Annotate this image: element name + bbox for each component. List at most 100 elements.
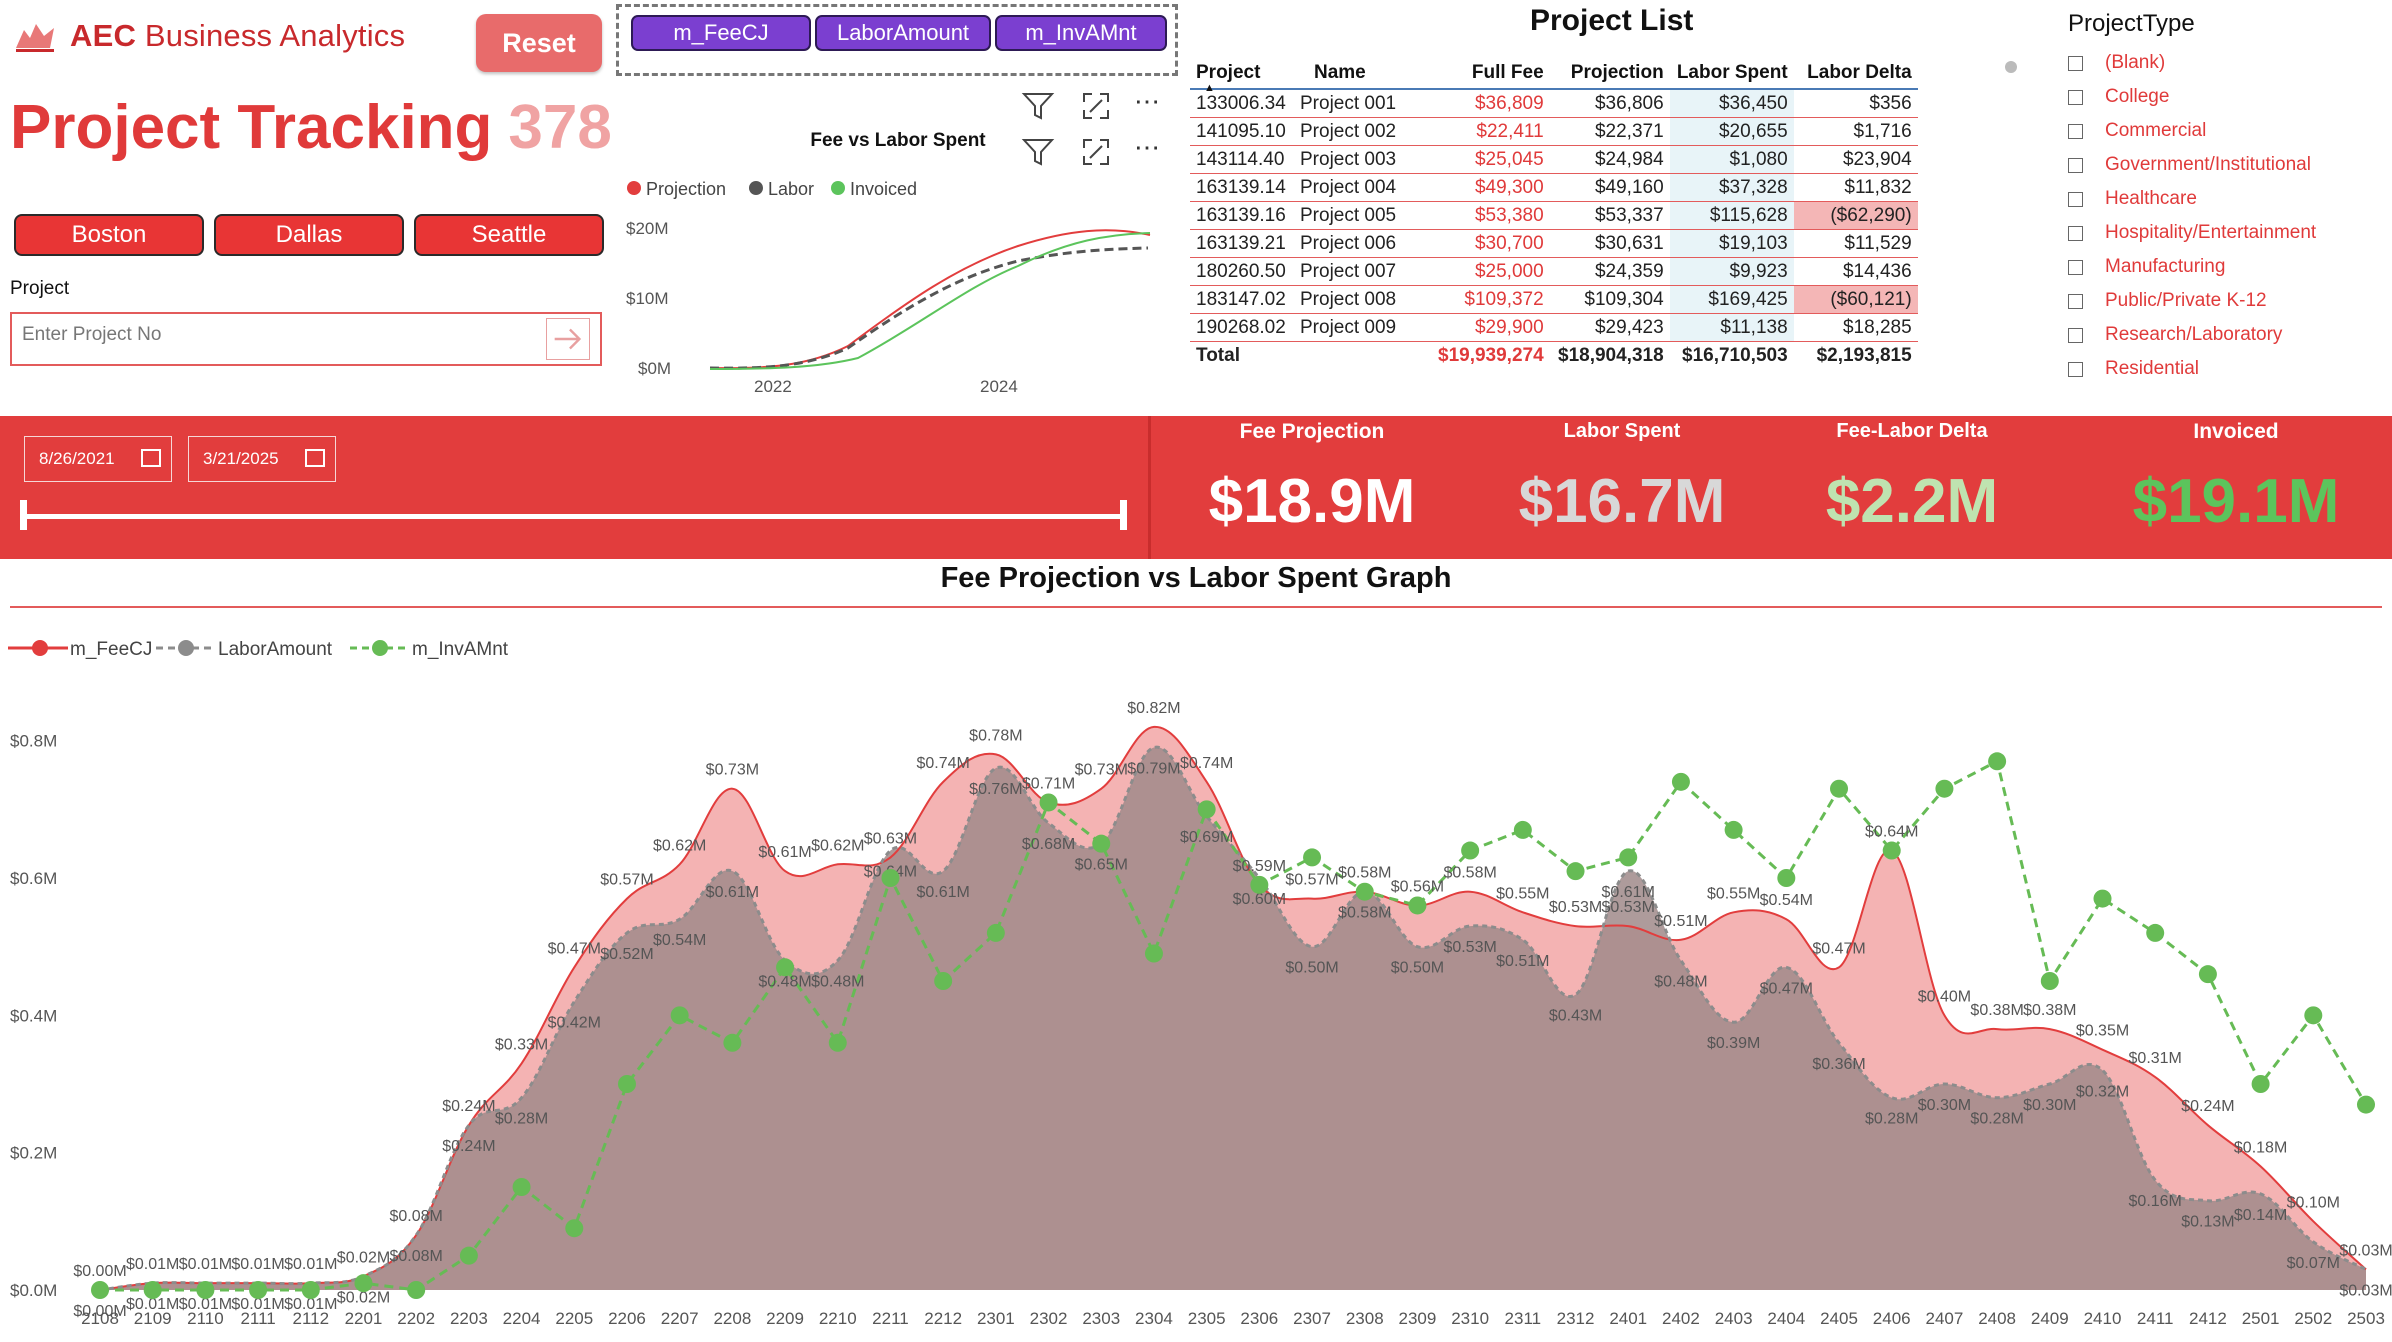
- project-type-label: (Blank): [2105, 52, 2166, 73]
- fee-data-label: $0.63M: [864, 830, 917, 847]
- project-type-option[interactable]: Healthcare: [2068, 188, 2197, 210]
- fee-data-label: $0.24M: [2181, 1098, 2234, 1115]
- column-header-projection[interactable]: Projection: [1570, 62, 1664, 83]
- checkbox-icon[interactable]: [2068, 157, 2083, 173]
- project-type-label: Residential: [2105, 358, 2199, 379]
- project-search-input[interactable]: Enter Project No: [10, 312, 602, 366]
- checkbox-icon[interactable]: [2068, 55, 2083, 71]
- page-title: Project Tracking 378: [10, 93, 612, 162]
- cell-projection: $24,359: [1549, 257, 1670, 286]
- mini-projection-line: [709, 229, 1151, 370]
- project-type-option[interactable]: Residential: [2068, 358, 2199, 380]
- cell-full-fee: $49,300: [1432, 173, 1550, 202]
- invoiced-point: [512, 1178, 531, 1196]
- arrow-right-icon[interactable]: [546, 318, 590, 360]
- filter-icon[interactable]: [1020, 136, 1056, 168]
- fee-data-label: $0.24M: [442, 1098, 495, 1115]
- column-header-name[interactable]: Name: [1314, 62, 1366, 83]
- calendar-icon[interactable]: [141, 449, 161, 467]
- x-tick-label: 2412: [2189, 1309, 2227, 1328]
- project-type-option[interactable]: Commercial: [2068, 120, 2206, 142]
- fee-data-label: $0.73M: [1075, 762, 1128, 779]
- table-row[interactable]: 163139.14 Project 004 $49,300 $49,160 $37,32…: [1190, 173, 1918, 202]
- fee-data-label: $0.38M: [1970, 1002, 2023, 1019]
- measure-button-invamnt[interactable]: m_InvAMnt: [995, 15, 1167, 51]
- cell-project: 163139.21: [1190, 229, 1294, 258]
- checkbox-icon[interactable]: [2068, 293, 2083, 309]
- cell-name: Project 003: [1294, 145, 1432, 174]
- checkbox-icon[interactable]: [2068, 123, 2083, 139]
- labor-data-label: $0.13M: [2181, 1214, 2234, 1231]
- x-tick-label: 2306: [1240, 1309, 1278, 1328]
- end-date-input[interactable]: 3/21/2025: [188, 436, 336, 482]
- legend-labor-label: Labor: [768, 179, 814, 199]
- x-tick-label: 2502: [2294, 1309, 2332, 1328]
- project-type-option[interactable]: (Blank): [2068, 52, 2165, 74]
- start-date-input[interactable]: 8/26/2021: [24, 436, 172, 482]
- table-row[interactable]: 183147.02 Project 008 $109,372 $109,304 $169…: [1190, 285, 1918, 314]
- measure-selector: m_FeeCJ LaborAmount m_InvAMnt: [616, 4, 1178, 76]
- x-tick-label: 2209: [766, 1309, 804, 1328]
- city-button-seattle[interactable]: Seattle: [414, 214, 604, 256]
- fee-data-label: $0.78M: [969, 727, 1022, 744]
- table-row[interactable]: 133006.34 Project 001 $36,809 $36,806 $36,45…: [1190, 88, 1918, 118]
- project-type-option[interactable]: Government/Institutional: [2068, 154, 2311, 176]
- invoiced-point: [1830, 779, 1849, 798]
- table-row[interactable]: 143114.40 Project 003 $25,045 $24,984 $1,080…: [1190, 145, 1918, 174]
- table-row[interactable]: 190268.02 Project 009 $29,900 $29,423 $11,13…: [1190, 313, 1918, 342]
- kpi-value-labor-spent: $16.7M: [1518, 467, 1726, 536]
- fee-vs-labor-mini-chart: Fee vs Labor Spent Projection Labor Invo…: [626, 130, 1151, 396]
- city-button-boston[interactable]: Boston: [14, 214, 204, 256]
- measure-button-laboramount[interactable]: LaborAmount: [815, 15, 991, 51]
- checkbox-icon[interactable]: [2068, 361, 2083, 377]
- checkbox-icon[interactable]: [2068, 259, 2083, 275]
- project-type-option[interactable]: Public/Private K-12: [2068, 290, 2267, 312]
- checkbox-icon[interactable]: [2068, 191, 2083, 207]
- legend-projection-marker: [627, 181, 641, 195]
- focus-mode-icon[interactable]: [1080, 136, 1112, 168]
- date-slider-track[interactable]: [24, 514, 1124, 519]
- fee-data-label: $0.08M: [389, 1208, 442, 1225]
- more-options-icon[interactable]: ⋯: [1134, 132, 1160, 162]
- table-row[interactable]: 163139.21 Project 006 $30,700 $30,631 $19,10…: [1190, 229, 1918, 258]
- calendar-icon[interactable]: [305, 449, 325, 467]
- checkbox-icon[interactable]: [2068, 89, 2083, 105]
- column-header-project[interactable]: Project ▲: [1196, 62, 1261, 94]
- project-type-option[interactable]: Manufacturing: [2068, 256, 2225, 278]
- checkbox-icon[interactable]: [2068, 225, 2083, 241]
- cell-labor-delta: $356: [1793, 88, 1918, 118]
- cell-full-fee: $25,045: [1432, 145, 1550, 174]
- kpi-label-fee-projection: Fee Projection: [1239, 420, 1385, 443]
- column-header-labor-delta[interactable]: Labor Delta: [1807, 62, 1912, 83]
- fee-data-label: $0.40M: [1918, 988, 1971, 1005]
- reset-button[interactable]: Reset: [476, 14, 602, 72]
- fee-data-label: $0.73M: [706, 762, 759, 779]
- measure-button-feecj[interactable]: m_FeeCJ: [631, 15, 811, 51]
- table-row[interactable]: 180260.50 Project 007 $25,000 $24,359 $9,923…: [1190, 257, 1918, 286]
- fee-data-label: $0.00M: [73, 1263, 126, 1280]
- table-row[interactable]: 163139.16 Project 005 $53,380 $53,337 $115,6…: [1190, 201, 1918, 230]
- invoiced-point: [1092, 834, 1111, 853]
- date-slider-start-handle[interactable]: [20, 500, 27, 530]
- date-slider-end-handle[interactable]: [1120, 500, 1127, 530]
- column-header-labor-spent[interactable]: Labor Spent: [1676, 62, 1788, 83]
- invoiced-point: [1777, 869, 1796, 887]
- scroll-indicator-icon[interactable]: [2004, 60, 2018, 74]
- x-tick-label: 2411: [2137, 1309, 2174, 1328]
- project-type-option[interactable]: College: [2068, 86, 2169, 108]
- invoiced-point: [2304, 1006, 2323, 1025]
- city-button-dallas[interactable]: Dallas: [214, 214, 404, 256]
- table-total-row: Total $19,939,274 $18,904,318 $16,710,503 $2…: [1190, 342, 1918, 370]
- invoiced-point: [1039, 793, 1058, 812]
- project-type-option[interactable]: Hospitality/Entertainment: [2068, 222, 2316, 244]
- invoiced-point: [670, 1006, 689, 1025]
- filter-icon[interactable]: [1020, 90, 1056, 122]
- project-type-option[interactable]: Research/Laboratory: [2068, 324, 2282, 346]
- focus-mode-icon[interactable]: [1080, 90, 1112, 122]
- labor-data-label: $0.39M: [1707, 1035, 1760, 1052]
- table-row[interactable]: 141095.10 Project 002 $22,411 $22,371 $20,65…: [1190, 117, 1918, 146]
- cell-projection: $22,371: [1549, 117, 1670, 146]
- column-header-full-fee[interactable]: Full Fee: [1471, 62, 1544, 83]
- more-options-icon[interactable]: ⋯: [1134, 86, 1160, 116]
- checkbox-icon[interactable]: [2068, 327, 2083, 343]
